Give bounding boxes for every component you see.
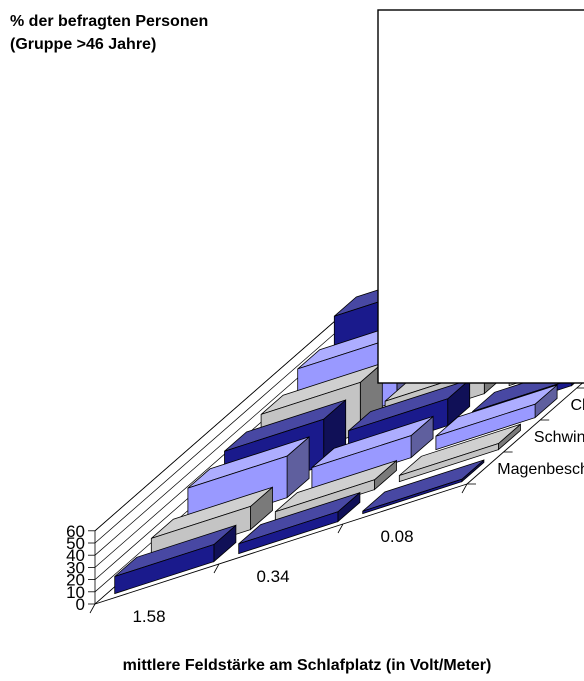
x-tick-mark <box>461 483 468 494</box>
y-tick-label: 60 <box>66 522 85 541</box>
bar <box>238 491 361 555</box>
y-tick-label: 20 <box>66 571 85 590</box>
x-tick-label: 0.34 <box>256 567 289 586</box>
depth-tick-label: Magenbeschwerden <box>497 461 584 478</box>
x-tick-mark <box>337 523 344 534</box>
x-axis-line <box>94 483 468 605</box>
y-tick-label: 40 <box>66 546 85 565</box>
depth-axis-line <box>466 381 584 485</box>
x-tick-mark <box>213 563 220 574</box>
depth-tick-label: Schwindel <box>534 429 584 446</box>
bar <box>362 459 485 515</box>
bar <box>311 415 434 491</box>
chart-labels: % der befragten Personen (Gruppe >46 Jah… <box>10 13 584 674</box>
y-tick-label: 50 <box>66 534 85 553</box>
x-axis-title: mittlere Feldstärke am Schlafplatz (in V… <box>123 657 492 674</box>
depth-tick-label: Chronische Mu <box>571 397 584 414</box>
legend-frame <box>377 9 584 384</box>
bar <box>398 423 521 483</box>
bar <box>435 384 558 451</box>
legend <box>377 9 584 384</box>
chart-title-line-1: % der befragten Personen <box>10 13 208 30</box>
x-tick-label: 1.58 <box>132 607 165 626</box>
bar <box>274 459 397 523</box>
chart-axes <box>88 381 584 614</box>
x-tick-mark <box>89 603 96 614</box>
y-tick-label: 0 <box>76 595 85 614</box>
y-tick-label: 30 <box>66 558 85 577</box>
x-tick-label: 0.08 <box>380 527 413 546</box>
chart-title-line-2: (Gruppe >46 Jahre) <box>10 36 156 53</box>
bar <box>114 524 237 595</box>
y-tick-label: 10 <box>66 583 85 602</box>
